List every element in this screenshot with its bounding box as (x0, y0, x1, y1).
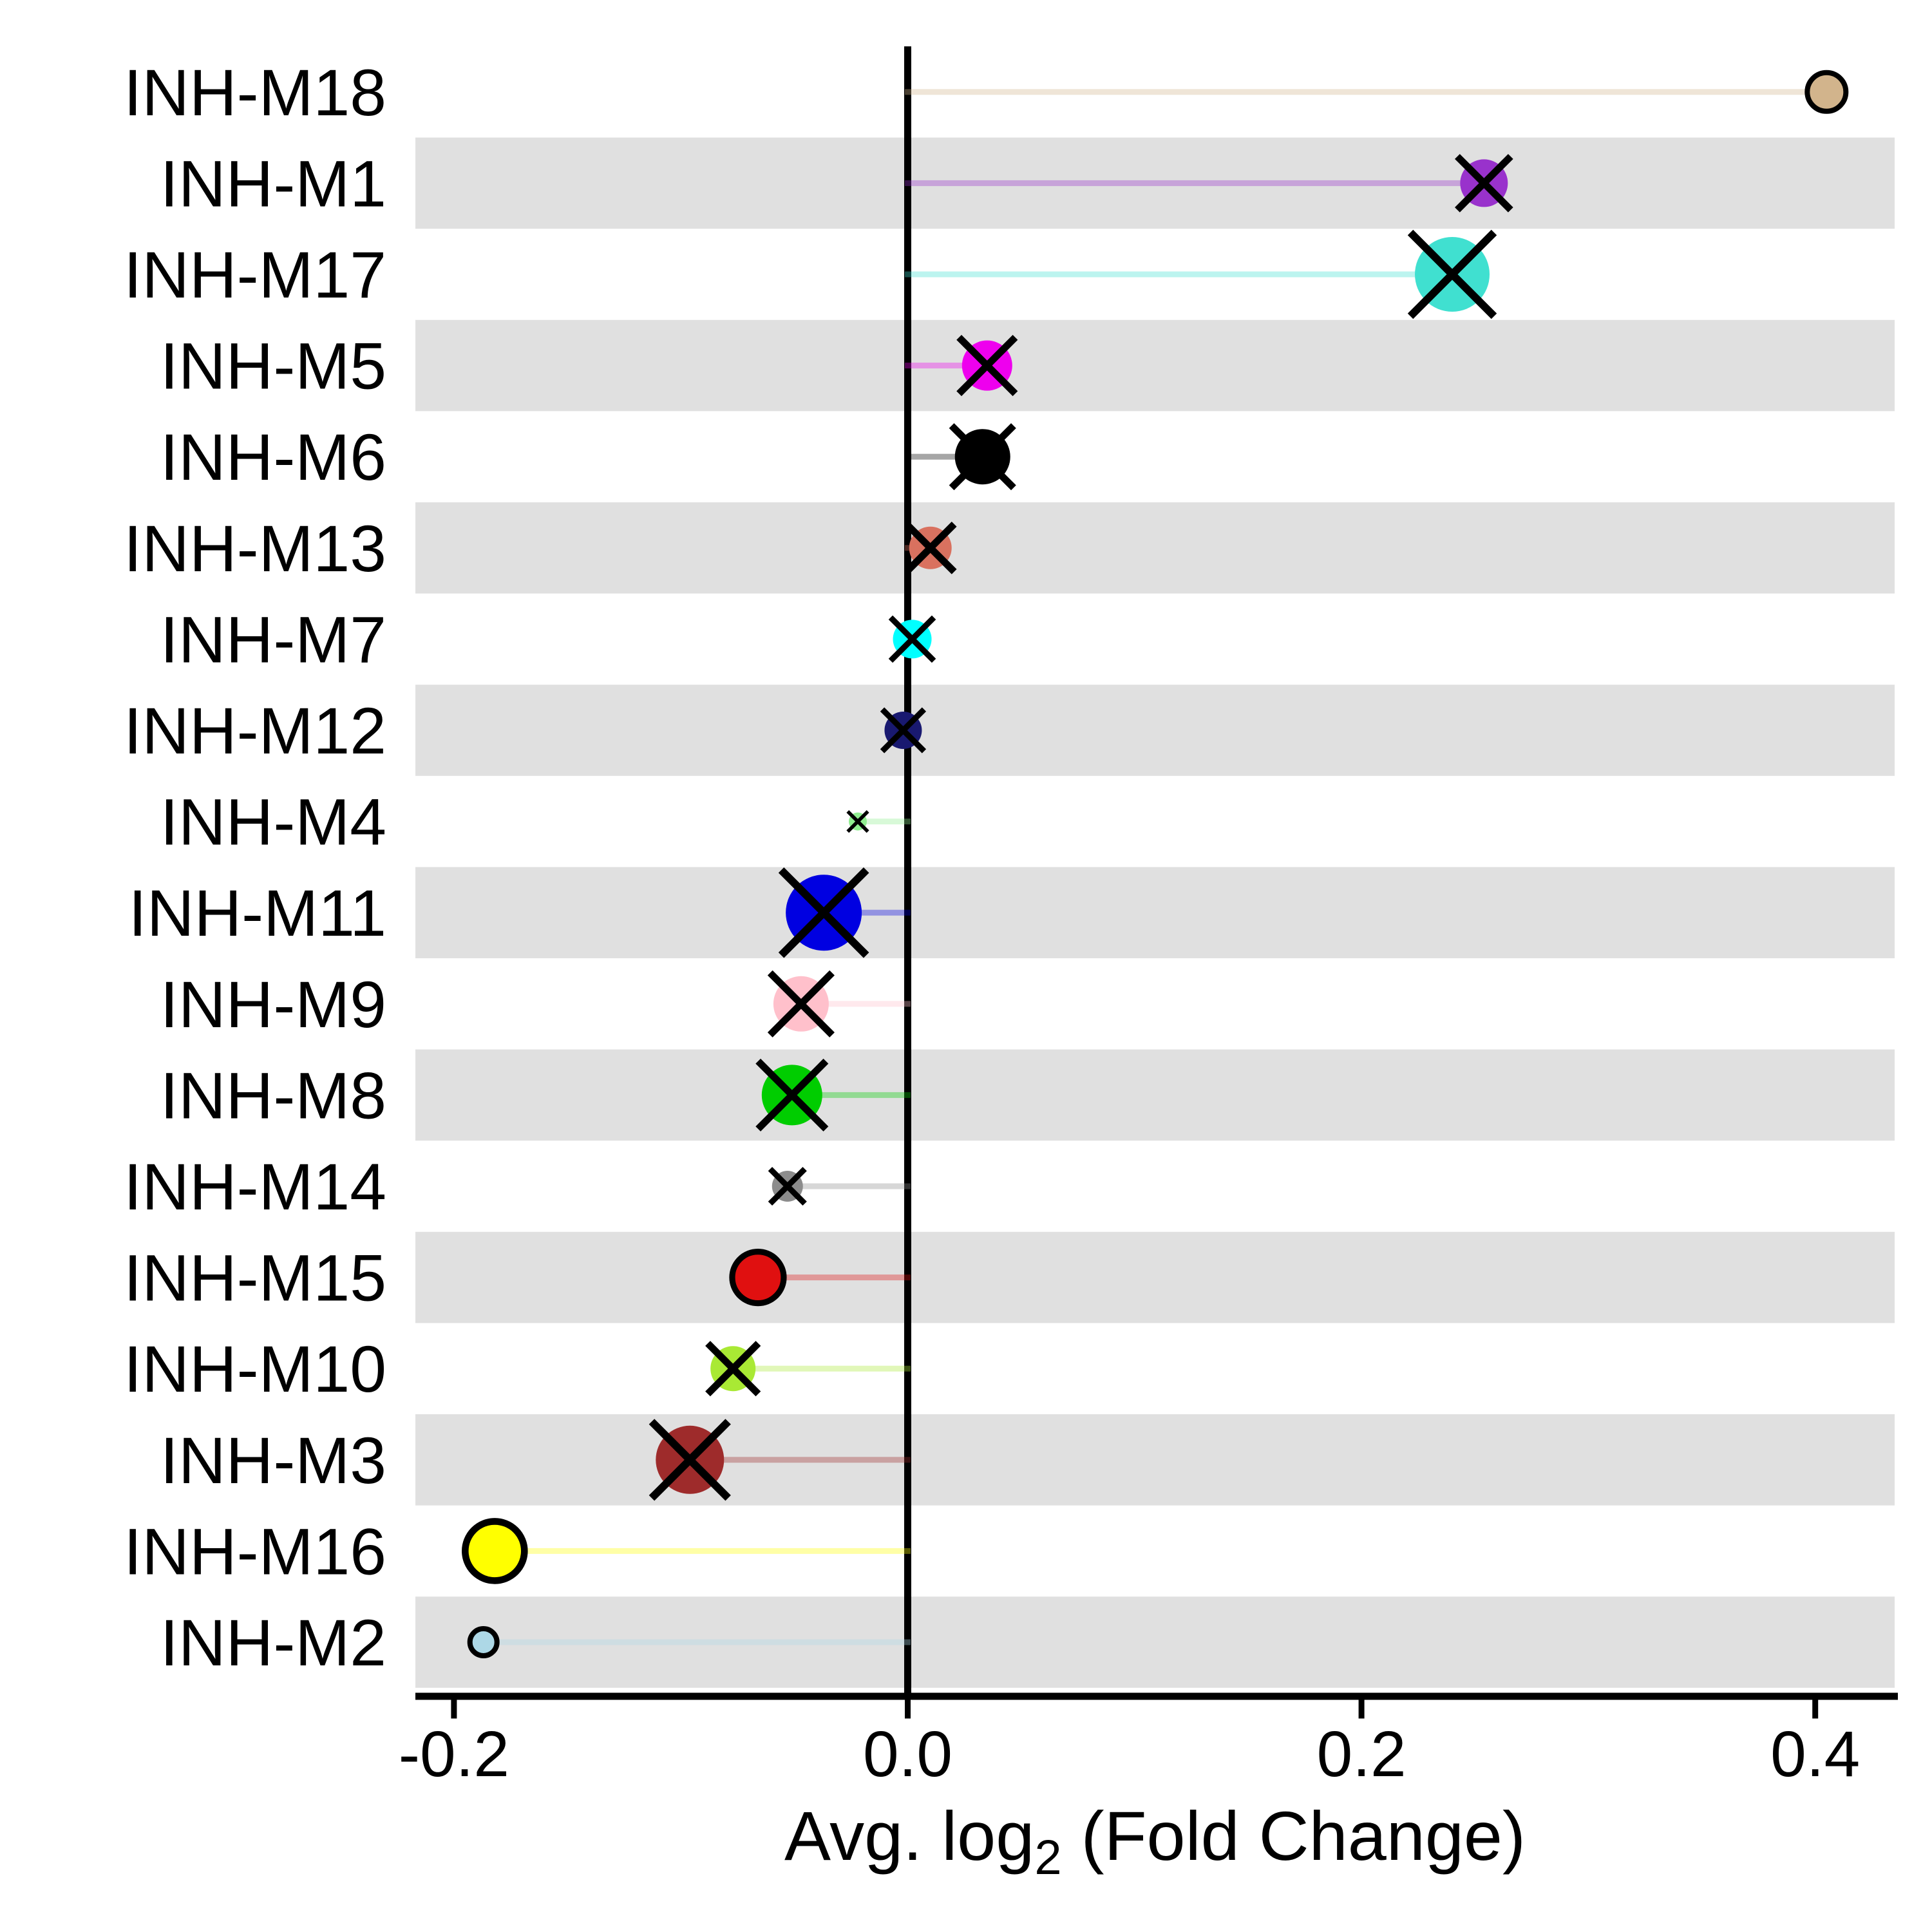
x-axis-tick (1358, 1700, 1365, 1719)
x-mark-INH-M1 (1455, 154, 1513, 213)
y-label-INH-M9: INH-M9 (160, 968, 386, 1041)
lollipop-stem-INH-M11 (820, 909, 911, 916)
x-axis: -0.2 0.0 0.2 0.4 (399, 1692, 1898, 1790)
lollipop-stem-INH-M5 (904, 363, 990, 369)
x-mark-INH-M3 (649, 1419, 731, 1501)
lollipop-stem-INH-M3 (687, 1457, 911, 1463)
zero-reference-line (904, 46, 911, 1693)
y-label-INH-M2: INH-M2 (160, 1606, 386, 1680)
lollipop-stem-INH-M9 (798, 1001, 911, 1007)
x-mark-INH-M7 (888, 615, 936, 663)
y-label-INH-M5: INH-M5 (160, 330, 386, 403)
lollipop-stem-INH-M17 (904, 271, 1455, 278)
x-mark-INH-M14 (768, 1166, 807, 1206)
x-mark-INH-M12 (880, 707, 927, 753)
lollipop-stem-INH-M18 (904, 89, 1830, 95)
lollipop-stem-INH-M6 (904, 453, 986, 460)
x-axis-tick (1812, 1700, 1819, 1719)
x-tick-label: 0.4 (1770, 1718, 1860, 1790)
dot-INH-M16 (462, 1518, 528, 1584)
x-axis-title-text: Avg. log2 (Fold Change) (784, 1797, 1526, 1885)
lollipop-dots (462, 70, 1849, 1658)
row-band (415, 502, 1895, 594)
lollipop-stem-INH-M4 (855, 819, 911, 825)
y-label-INH-M13: INH-M13 (124, 512, 386, 585)
dot-INH-M15 (729, 1248, 787, 1307)
lollipop-stem-INH-M14 (784, 1183, 911, 1189)
x-mark-INH-M4 (846, 810, 869, 833)
x-tick-label: 0.0 (863, 1718, 952, 1790)
x-mark-INH-M17 (1407, 229, 1497, 319)
y-label-INH-M7: INH-M7 (160, 603, 386, 676)
y-label-INH-M15: INH-M15 (124, 1242, 386, 1315)
row-band (415, 1596, 1895, 1688)
row-bands (415, 137, 1895, 1688)
lollipop-stem-INH-M16 (491, 1548, 911, 1554)
y-label-INH-M3: INH-M3 (160, 1424, 386, 1497)
y-label-INH-M8: INH-M8 (160, 1059, 386, 1132)
dot-INH-M2 (467, 1626, 500, 1658)
y-label-INH-M10: INH-M10 (124, 1332, 386, 1406)
x-mark-INH-M13 (904, 521, 957, 574)
lollipop-stem-INH-M2 (480, 1639, 911, 1645)
y-label-INH-M11: INH-M11 (129, 876, 386, 950)
lollipop-stem-INH-M1 (904, 180, 1487, 186)
dot-INH-M18 (1804, 70, 1849, 114)
x-mark-INH-M6 (949, 423, 1016, 491)
row-band (415, 137, 1895, 229)
x-axis-line (415, 1692, 1898, 1700)
x-axis-title: Avg. log2 (Fold Change) (784, 1797, 1526, 1885)
x-axis-tick (451, 1700, 457, 1719)
y-label-INH-M1: INH-M1 (160, 147, 386, 220)
row-band (415, 1231, 1895, 1323)
y-label-INH-M14: INH-M14 (124, 1150, 386, 1224)
x-mark-INH-M9 (767, 970, 835, 1037)
lollipop-stems (480, 89, 1830, 1645)
y-label-INH-M4: INH-M4 (160, 786, 386, 859)
lollipop-stem-INH-M15 (755, 1274, 911, 1281)
x-mark-INH-M10 (705, 1341, 761, 1397)
y-label-INH-M12: INH-M12 (124, 694, 386, 768)
x-tick-label: -0.2 (399, 1718, 509, 1790)
row-band (415, 1049, 1895, 1141)
row-band (415, 319, 1895, 412)
y-label-INH-M16: INH-M16 (124, 1515, 386, 1588)
zero-line (904, 46, 911, 1693)
x-mark-INH-M8 (755, 1058, 829, 1132)
x-mark-INH-M5 (956, 335, 1018, 397)
row-band (415, 1414, 1895, 1506)
x-mark-INH-M11 (778, 867, 869, 958)
x-tick-label: 0.2 (1317, 1718, 1406, 1790)
lollipop-stem-INH-M8 (789, 1092, 911, 1098)
y-label-INH-M18: INH-M18 (124, 56, 386, 129)
row-band (415, 867, 1895, 958)
row-band (415, 685, 1895, 776)
y-label-INH-M17: INH-M17 (124, 238, 386, 312)
lollipop-stem-INH-M10 (730, 1365, 911, 1372)
y-axis-labels: INH-M18 INH-M1 INH-M17 INH-M5 INH-M6 INH-M13 I… (124, 56, 386, 1680)
x-axis-tick (904, 1700, 911, 1719)
y-label-INH-M6: INH-M6 (160, 421, 386, 494)
